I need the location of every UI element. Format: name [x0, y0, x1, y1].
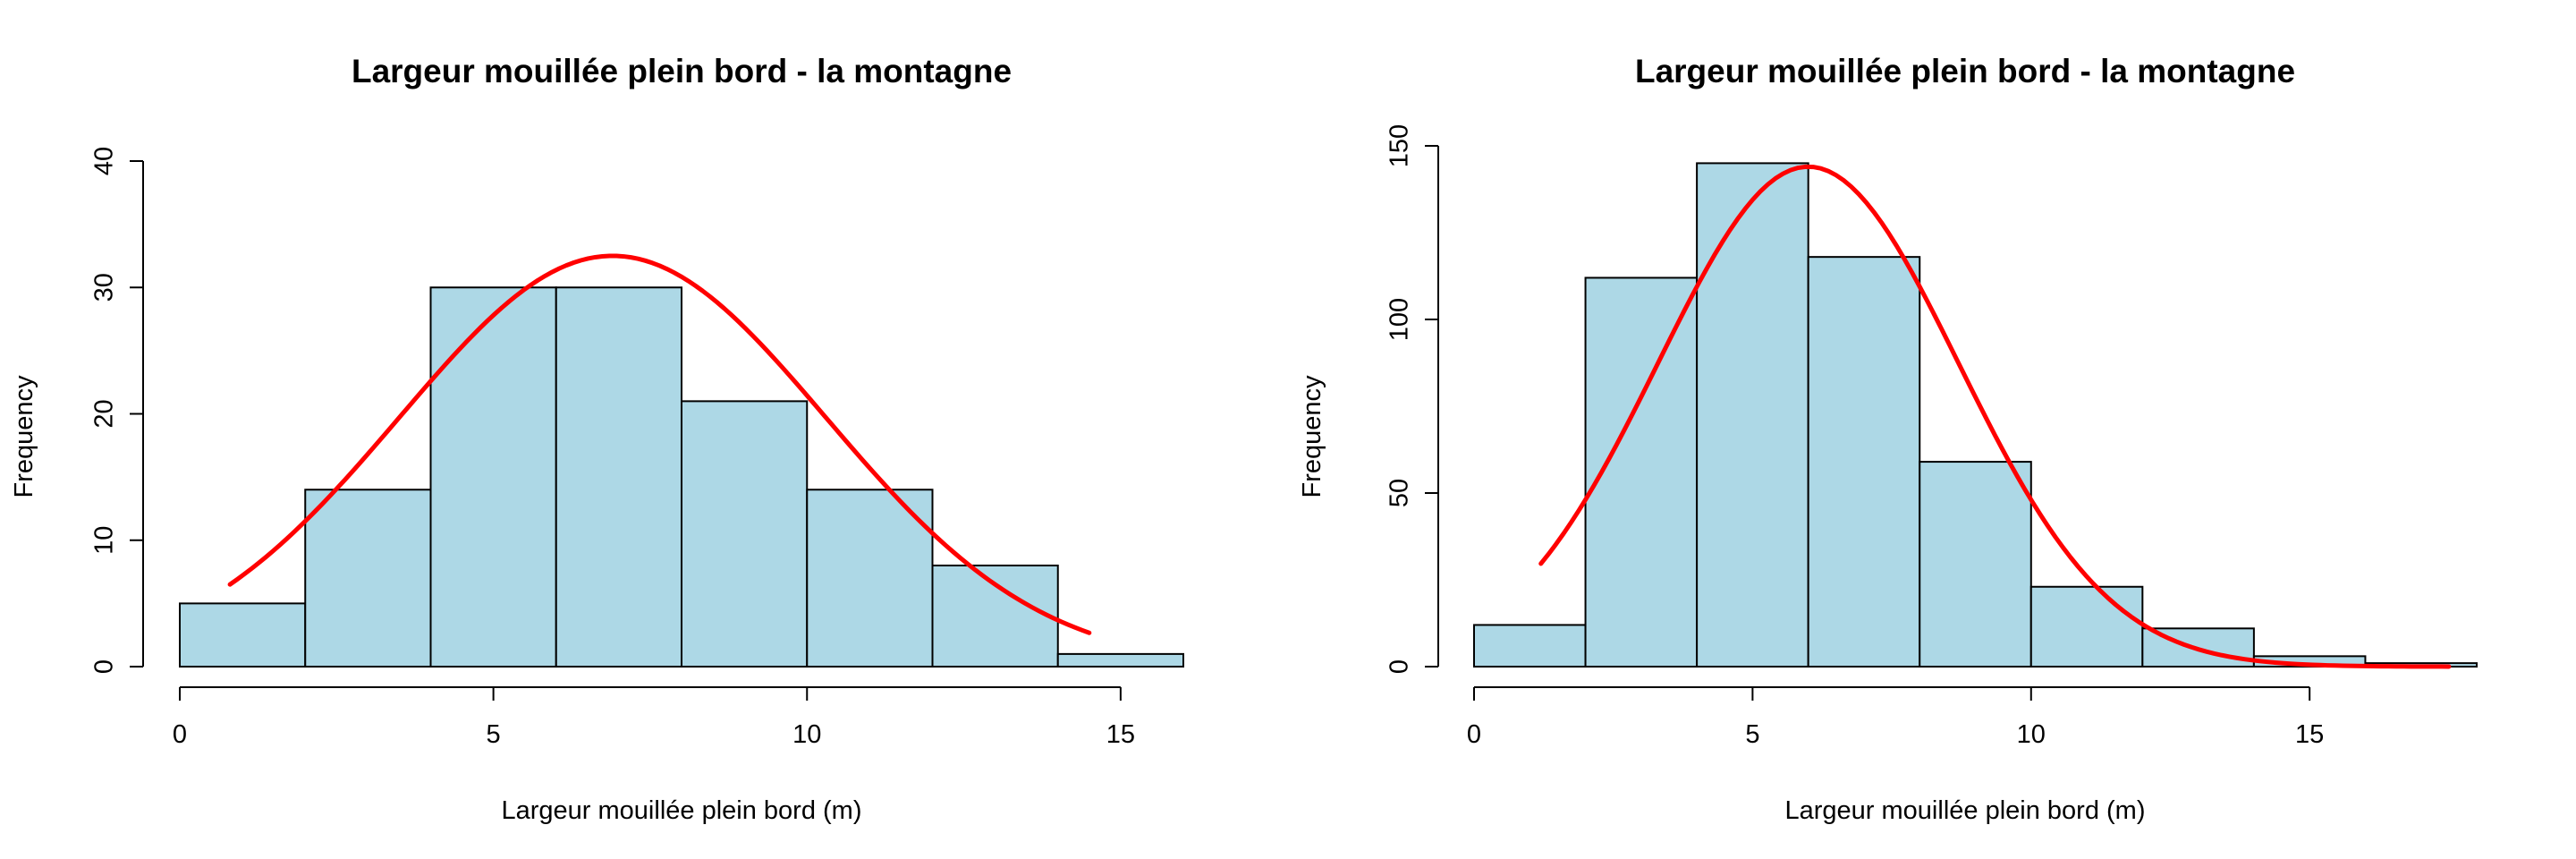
y-tick-label: 40 — [90, 147, 119, 175]
histogram-bar — [1807, 256, 1921, 668]
x-tick-label: 5 — [487, 720, 501, 749]
histogram-bar — [931, 565, 1059, 668]
x-tick-label: 10 — [2017, 720, 2046, 749]
histogram-bar — [429, 286, 557, 668]
histogram-bar — [806, 489, 934, 668]
x-tick-label: 0 — [173, 720, 187, 749]
y-tick-label: 0 — [1385, 659, 1414, 674]
y-tick-label: 0 — [90, 659, 119, 674]
histogram-bar — [681, 400, 809, 668]
histogram-bar — [304, 489, 432, 668]
x-axis-label: Largeur mouillée plein bord (m) — [502, 796, 862, 825]
y-axis-label: Frequency — [1298, 375, 1326, 498]
histogram-chart-right: Largeur mouillée plein bord - la montagn… — [1298, 53, 2479, 825]
histogram-bars — [179, 286, 1184, 668]
histogram-bar — [555, 286, 682, 668]
y-tick-label: 50 — [1385, 479, 1414, 507]
histogram-bar — [1919, 461, 2032, 668]
y-tick-label: 100 — [1385, 298, 1414, 341]
y-tick-label: 150 — [1385, 124, 1414, 167]
x-axis: 0 5 10 15 — [173, 686, 1135, 749]
histogram-bar — [1473, 624, 1587, 668]
y-axis-label: Frequency — [10, 375, 38, 498]
x-tick-label: 10 — [792, 720, 821, 749]
chart-title: Largeur mouillée plein bord - la montagn… — [1635, 53, 2295, 89]
histogram-chart-left: Largeur mouillée plein bord - la montagn… — [10, 53, 1184, 825]
histogram-panel-right: Largeur mouillée plein bord - la montagn… — [1288, 0, 2576, 859]
x-axis-label: Largeur mouillée plein bord (m) — [1785, 796, 2146, 825]
x-tick-label: 0 — [1467, 720, 1481, 749]
histogram-bar — [1696, 162, 1809, 668]
density-curve — [1538, 164, 2452, 669]
histogram-bar — [2029, 585, 2144, 668]
y-axis: 0 50 100 150 — [1385, 124, 1439, 674]
x-tick-label: 15 — [2295, 720, 2324, 749]
chart-title: Largeur mouillée plein bord - la montagn… — [352, 53, 1012, 89]
y-tick-label: 20 — [90, 399, 119, 428]
histogram-panel-left: Largeur mouillée plein bord - la montagn… — [10, 53, 1184, 825]
histogram-bar — [1056, 652, 1184, 668]
x-tick-label: 15 — [1106, 720, 1135, 749]
y-tick-label: 30 — [90, 273, 119, 302]
x-axis: 0 5 10 15 — [1467, 686, 2324, 749]
density-curve — [227, 253, 1092, 635]
histogram-bars — [1473, 162, 2479, 668]
x-tick-label: 5 — [1745, 720, 1759, 749]
y-axis: 0 10 20 30 40 — [90, 147, 144, 674]
histogram-bar — [179, 602, 307, 668]
y-tick-label: 10 — [90, 526, 119, 555]
